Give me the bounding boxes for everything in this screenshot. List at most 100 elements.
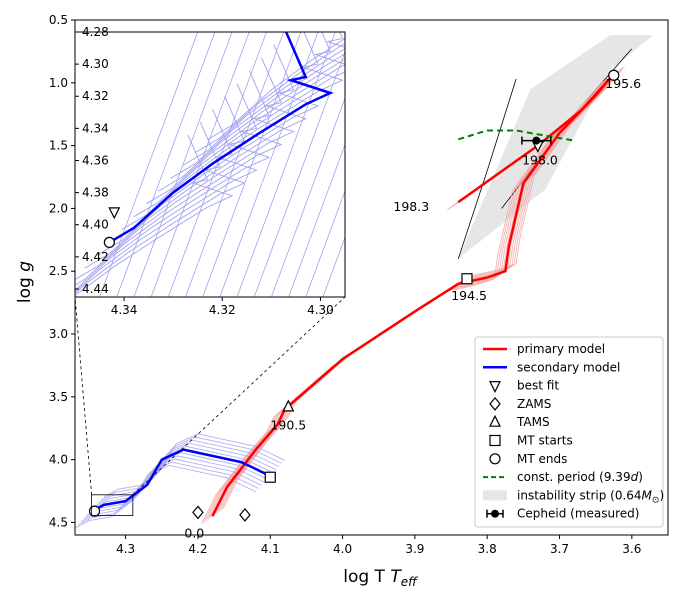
legend-label-text: Cepheid (measured) [517,507,639,521]
legend-label-end: ) [638,470,643,484]
y-tick-label: 4.0 [49,453,68,467]
marker-zams [239,507,251,522]
inset-track-family [170,53,345,179]
x-label-sub: eff [401,575,418,589]
legend-box [474,336,664,528]
legend-item-primary-model-label: primary model [517,342,605,356]
inset-y-tick-label: 4.42 [82,250,109,264]
x-tick-label: 4.2 [188,542,207,556]
legend-item-mt-starts-swatch [489,434,501,447]
y-tick-label: 3.5 [49,390,68,404]
legend-item-secondary-model-label: secondary model [517,360,620,374]
legend-item-mt-ends-label: MT ends [517,452,567,466]
legend-label-text: ZAMS [517,397,551,411]
zoom-connector [74,296,93,495]
main-plot-area: 195.6 198.0 198.3 194.5 190.5 0.0 4.3 4.2 4.1 4.0… [49,13,669,556]
inset-track-family [305,189,345,297]
inset-track-family [133,32,233,297]
marker-mt-starts [264,471,276,483]
secondary-track-family [80,458,262,523]
inset-frame [74,31,346,298]
inset-y-tick-label: 4.38 [82,186,109,200]
legend-item-best-fit-swatch [489,381,501,393]
legend: primary model secondary model best fit ZAMS… [474,336,664,528]
inset-track-family [96,44,320,256]
secondary-track-family [103,433,285,498]
legend-item-zams-label: ZAMS [517,397,551,411]
legend-label-text: best fit [517,379,559,393]
inset-y-tick-label: 4.32 [82,89,109,103]
legend-label-text: TAMS [516,415,550,429]
marker-mt-ends [608,69,620,81]
annotation-label: 194.5 [451,288,487,303]
inset-plot-area: 4.34 4.32 4.30 4.28 4.30 4.32 4.34 4.36 4.38 4.40… [74,25,346,317]
zoom-box [91,494,134,516]
y-tick-label: 3.0 [49,327,68,341]
y-tick-label: 4.5 [49,515,68,529]
x-tick-label: 4.3 [116,542,135,556]
y-tick-label: 2.0 [49,201,68,215]
legend-label-text: instability strip (0.64 [517,488,642,502]
secondary-model-line [88,448,271,514]
inset-track-family [145,32,345,205]
x-tick-label: 3.7 [550,542,569,556]
inset-track-family [150,32,250,297]
legend-label-text: primary model [517,342,605,356]
inset-track-family [236,32,336,297]
y-tick-label: 2.5 [49,264,68,278]
inset-x-tick-label: 4.30 [307,303,334,317]
legend-item-tams-label: TAMS [516,415,550,429]
annotation-label: 0.0 [184,526,204,541]
x-label-italic: T [390,567,402,587]
inset-x-tick-label: 4.34 [111,303,138,317]
inset-track-family [99,32,199,297]
marker-zams [192,505,204,520]
inset-track-family [116,32,216,297]
inset-track-family [133,32,345,218]
inset-y-tick-label: 4.34 [82,121,109,135]
secondary-track-family [77,461,259,526]
inset-track-family [185,32,285,297]
legend-item-instability-strip-swatch [483,490,507,501]
secondary-track-family [94,442,277,507]
x-axis-label: log T Teff [343,567,418,589]
legend-label-sub: ⊙ [652,495,660,505]
inset-track-family [75,121,246,295]
secondary-track-family [74,464,256,529]
inset-secondary-track [108,32,334,244]
inset-track-family [253,50,345,297]
legend-item-tams-swatch [489,414,501,427]
inset-track-family [75,70,295,280]
primary-track-family [203,79,606,523]
inset-track-family [121,32,344,230]
const-period-line [458,129,575,142]
primary-track-family [201,81,604,524]
legend-item-zams-swatch [489,396,501,411]
inset-track-family [202,32,302,297]
marker-mt-ends [88,505,101,517]
y-tick-label: 1.0 [49,76,68,90]
secondary-track-family [97,439,280,504]
inset-track-family [195,42,345,153]
annotation-label: 190.5 [270,417,306,432]
inset-track-family [182,48,345,166]
instability-strip [458,35,654,259]
secondary-track-family [92,445,274,510]
x-tick-label: 4.1 [261,542,280,556]
inset-mt-end-marker [103,236,115,248]
y-tick-label: 0.5 [49,13,68,27]
legend-item-const-period-label: const. period (9.39d) [517,470,643,484]
legend-label-end: ) [659,488,664,502]
x-tick-label: 3.8 [478,542,497,556]
legend-label-text: MT ends [517,452,567,466]
marker-mt-starts [461,273,473,285]
x-tick-label: 3.6 [622,542,641,556]
legend-item-best-fit-label: best fit [517,379,559,393]
secondary-track-family [100,436,282,501]
legend-item-instability-strip-label: instability strip (0.64M⊙) [517,488,664,505]
inset-track-family [288,143,345,297]
inset-track-family [270,97,345,297]
legend-item-cepheid-measured-swatch [491,509,499,518]
legend-item-mt-starts-label: MT starts [517,434,573,448]
